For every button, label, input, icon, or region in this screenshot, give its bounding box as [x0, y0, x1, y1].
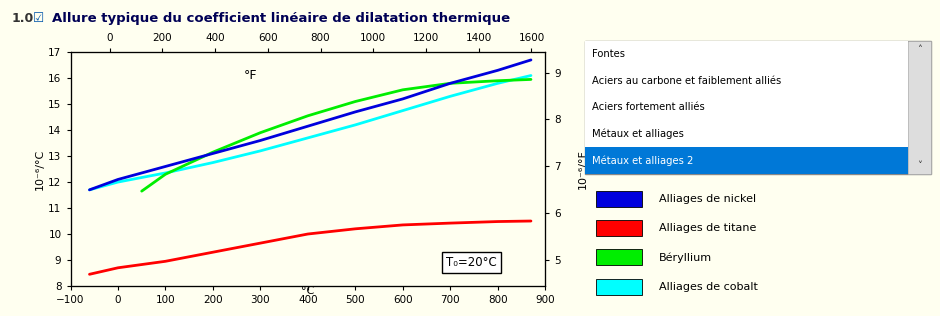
Text: 10⁻⁶/°C: 10⁻⁶/°C [35, 149, 44, 190]
Text: Alliages de nickel: Alliages de nickel [659, 194, 757, 204]
Text: 1.0: 1.0 [11, 12, 34, 25]
Text: 10⁻⁶/°F: 10⁻⁶/°F [578, 149, 588, 189]
Text: Béryllium: Béryllium [659, 252, 713, 263]
Bar [585, 41, 931, 174]
Text: Alliages de cobalt: Alliages de cobalt [659, 282, 758, 292]
Text: Fontes: Fontes [592, 49, 625, 59]
Text: °C: °C [301, 286, 315, 296]
Text: Alliages de titane: Alliages de titane [659, 223, 757, 233]
Text: °F: °F [244, 69, 258, 82]
Text: ☑: ☑ [33, 12, 44, 25]
Bar [596, 279, 642, 295]
Text: T₀=20°C: T₀=20°C [446, 256, 497, 269]
Text: ˄: ˄ [916, 45, 921, 55]
Bar [585, 94, 908, 121]
Text: Allure typique du coefficient linéaire de dilatation thermique: Allure typique du coefficient linéaire d… [52, 12, 509, 25]
Text: ˅: ˅ [916, 161, 921, 171]
Text: Métaux et alliages 2: Métaux et alliages 2 [592, 155, 694, 166]
Bar [596, 191, 642, 207]
Bar [585, 68, 908, 94]
Bar [596, 249, 642, 265]
Bar [585, 121, 908, 147]
Bar [908, 41, 931, 174]
Bar [585, 147, 908, 174]
Bar [596, 220, 642, 236]
Text: Aciers au carbone et faiblement alliés: Aciers au carbone et faiblement alliés [592, 76, 781, 86]
Text: Aciers fortement alliés: Aciers fortement alliés [592, 102, 705, 112]
Text: Métaux et alliages: Métaux et alliages [592, 129, 684, 139]
Bar [585, 41, 908, 68]
